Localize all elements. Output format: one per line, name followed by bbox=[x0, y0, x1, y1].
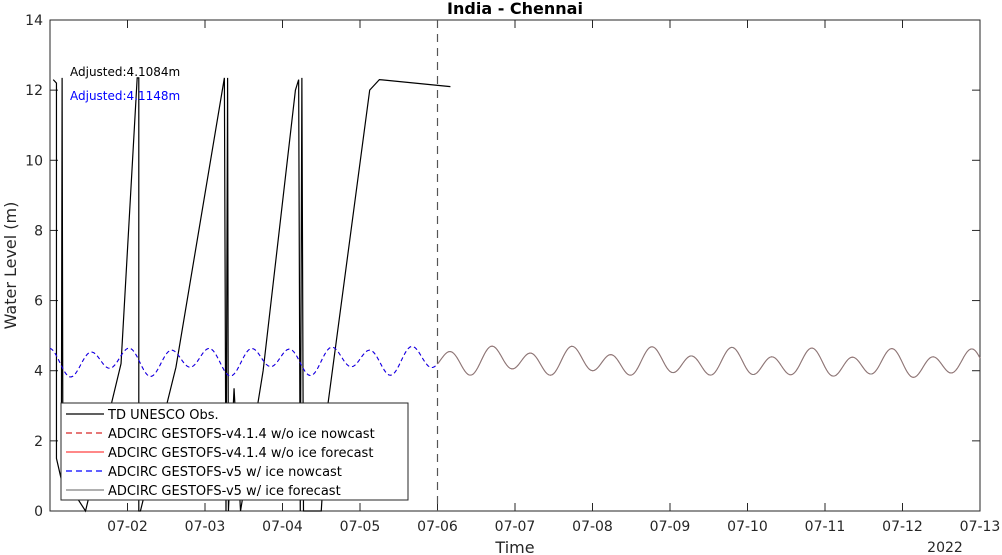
x-tick-label: 07-07 bbox=[495, 519, 536, 535]
x-tick-label: 07-05 bbox=[340, 519, 381, 535]
y-tick-label: 0 bbox=[34, 504, 43, 520]
legend-entry: ADCIRC GESTOFS-v5 w/ ice nowcast bbox=[108, 465, 342, 480]
x-tick-label: 07-03 bbox=[185, 519, 226, 535]
x-tick-label: 07-04 bbox=[262, 519, 303, 535]
y-axis: 0 2 4 6 8 10 12 14 bbox=[25, 13, 980, 520]
y-tick-label: 10 bbox=[25, 153, 43, 169]
x-tick-label: 07-08 bbox=[572, 519, 613, 535]
adjusted-annotation: Adjusted:4.1148m bbox=[70, 89, 180, 103]
x-tick-label: 07-02 bbox=[107, 519, 148, 535]
x-tick-label: 07-06 bbox=[417, 519, 458, 535]
adjusted-annotation: Adjusted:4.1084m bbox=[70, 65, 180, 79]
x-tick-label: 07-12 bbox=[882, 519, 923, 535]
y-tick-label: 14 bbox=[25, 13, 43, 29]
x-tick-label: 07-09 bbox=[650, 519, 691, 535]
series-line-4 bbox=[437, 345, 981, 378]
year-label: 2022 bbox=[927, 540, 963, 555]
legend-entry: ADCIRC GESTOFS-v4.1.4 w/o ice nowcast bbox=[108, 427, 375, 442]
legend: TD UNESCO Obs. ADCIRC GESTOFS-v4.1.4 w/o … bbox=[60, 402, 409, 501]
x-tick-label: 07-13 bbox=[960, 519, 1001, 535]
annotations: Adjusted:4.1084m Adjusted:4.1148m bbox=[70, 65, 180, 103]
y-tick-label: 2 bbox=[34, 434, 43, 450]
legend-entry: ADCIRC GESTOFS-v5 w/ ice forecast bbox=[108, 484, 341, 499]
legend-box bbox=[60, 402, 409, 501]
legend-entry: TD UNESCO Obs. bbox=[107, 408, 219, 423]
y-axis-label: Water Level (m) bbox=[1, 202, 20, 330]
y-tick-label: 8 bbox=[34, 223, 43, 239]
x-axis: 07-02 07-03 07-04 07-05 07-06 07-07 07-08 07-09… bbox=[107, 20, 1000, 535]
x-tick-label: 07-11 bbox=[805, 519, 846, 535]
x-tick-label: 07-10 bbox=[727, 519, 768, 535]
legend-entry: ADCIRC GESTOFS-v4.1.4 w/o ice forecast bbox=[108, 446, 373, 461]
y-tick-label: 6 bbox=[34, 294, 43, 310]
chart-title: India - Chennai bbox=[447, 0, 583, 18]
series-line-3 bbox=[49, 345, 438, 378]
x-axis-label: Time bbox=[494, 538, 534, 555]
y-tick-label: 12 bbox=[25, 83, 43, 99]
y-tick-label: 4 bbox=[34, 364, 43, 380]
